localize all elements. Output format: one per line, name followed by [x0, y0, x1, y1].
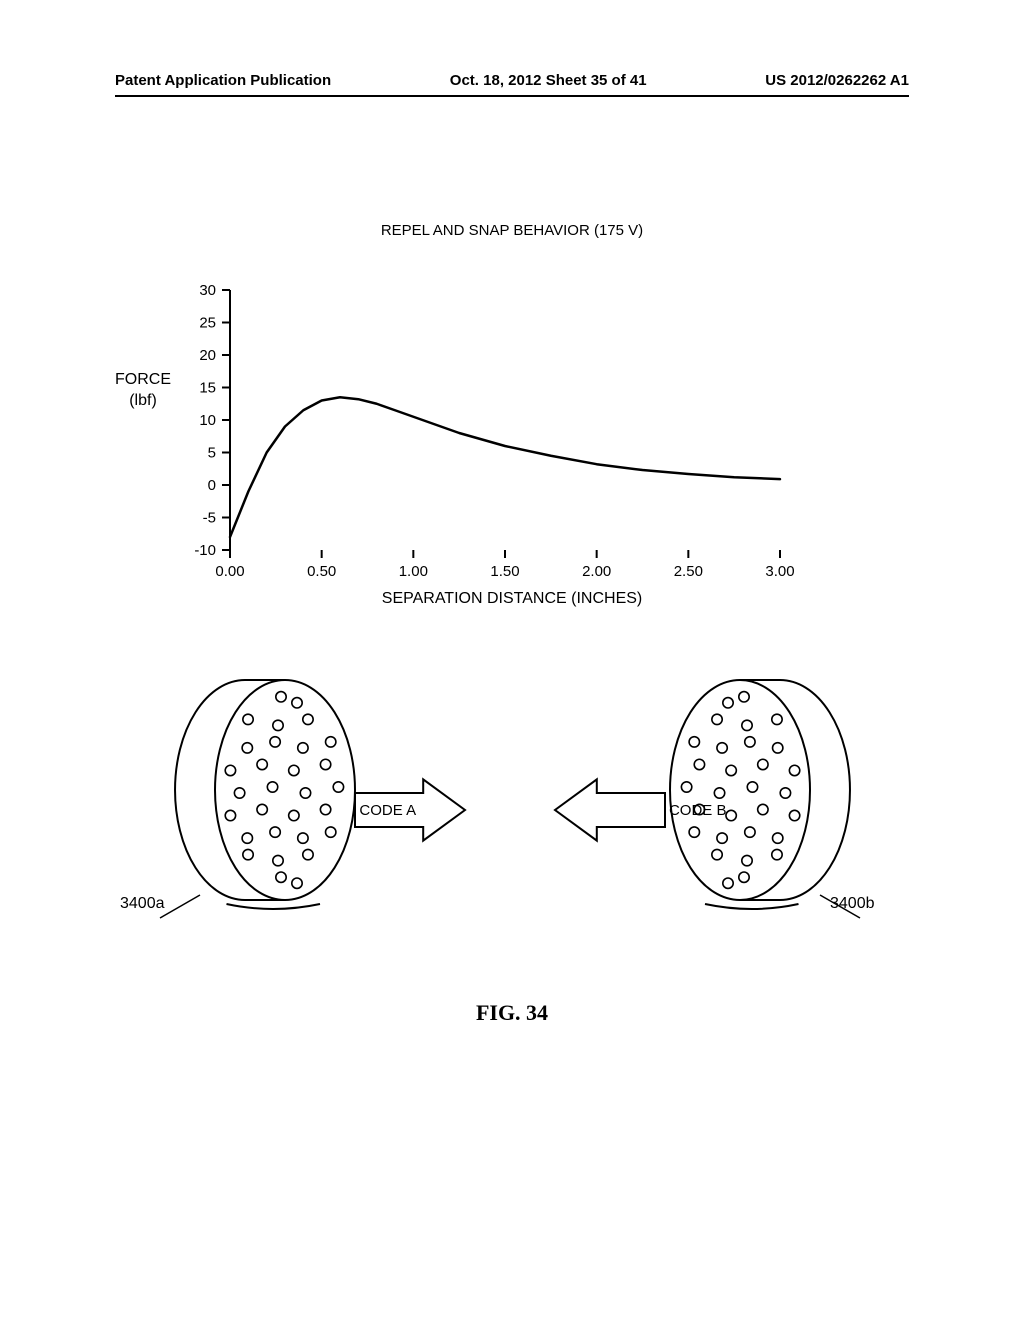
- force-chart: -10 -5 0 5 10 15 20 25 30 0.00 0.50 1.00 1.50 2.00 2.5…: [120, 280, 800, 620]
- svg-text:30: 30: [199, 282, 216, 299]
- svg-text:0.00: 0.00: [215, 563, 244, 580]
- svg-text:1.50: 1.50: [490, 563, 519, 580]
- page-header: Patent Application Publication Oct. 18, …: [0, 72, 1024, 89]
- svg-text:10: 10: [199, 412, 216, 429]
- svg-text:-10: -10: [194, 542, 216, 559]
- reference-right: 3400b: [830, 895, 875, 913]
- x-axis-label: SEPARATION DISTANCE (INCHES): [0, 590, 1024, 608]
- svg-text:2.00: 2.00: [582, 563, 611, 580]
- svg-text:15: 15: [199, 380, 216, 397]
- svg-text:0: 0: [208, 477, 216, 494]
- svg-text:CODE A: CODE A: [359, 802, 416, 819]
- svg-text:1.00: 1.00: [399, 563, 428, 580]
- reference-left: 3400a: [120, 895, 165, 913]
- svg-text:-5: -5: [203, 510, 216, 527]
- header-right: US 2012/0262262 A1: [765, 72, 909, 89]
- magnet-diagram-svg: CODE A CODE B: [100, 670, 930, 930]
- svg-text:20: 20: [199, 347, 216, 364]
- header-divider: [115, 95, 909, 97]
- header-center: Oct. 18, 2012 Sheet 35 of 41: [450, 72, 647, 89]
- chart-title: REPEL AND SNAP BEHAVIOR (175 V): [0, 222, 1024, 239]
- page-container: Patent Application Publication Oct. 18, …: [0, 0, 1024, 1320]
- svg-text:0.50: 0.50: [307, 563, 336, 580]
- svg-text:2.50: 2.50: [674, 563, 703, 580]
- magnet-diagram: CODE A CODE B: [100, 670, 930, 930]
- header-left: Patent Application Publication: [115, 72, 331, 89]
- svg-text:5: 5: [208, 445, 216, 462]
- svg-text:CODE B: CODE B: [669, 802, 727, 819]
- svg-text:3.00: 3.00: [765, 563, 794, 580]
- chart-container: -10 -5 0 5 10 15 20 25 30 0.00 0.50 1.00 1.50 2.00 2.5…: [120, 280, 800, 620]
- svg-text:25: 25: [199, 315, 216, 332]
- figure-label: FIG. 34: [0, 1000, 1024, 1026]
